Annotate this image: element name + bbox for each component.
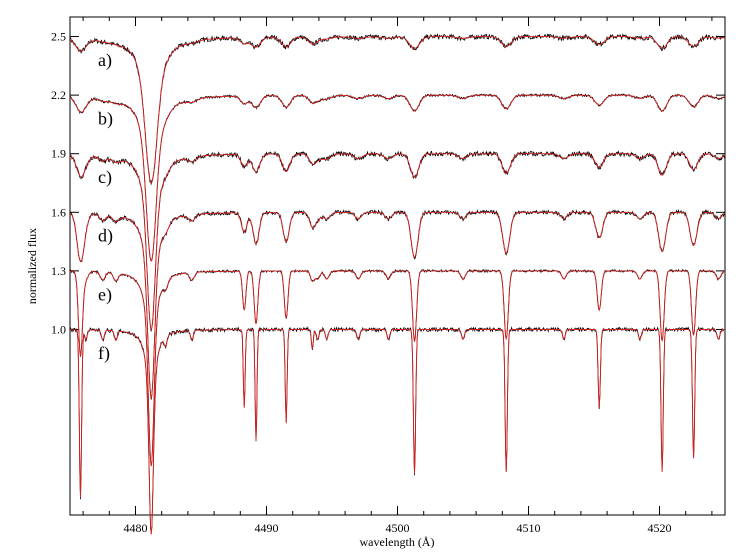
axis-ticks xyxy=(70,17,725,515)
spectra-series xyxy=(69,33,726,535)
x-tick-label: 4480 xyxy=(124,521,148,535)
tick-labels: 4480 4490 4500 4510 4520 1.0 1.3 1.6 1.9 2.2 2.5 xyxy=(51,30,672,535)
y-tick-label: 1.3 xyxy=(51,264,66,278)
y-tick-label: 2.2 xyxy=(51,88,66,102)
y-tick-label: 1.0 xyxy=(51,322,66,336)
model-spectrum-5 xyxy=(70,270,726,467)
panel-labels: a) b) c) d) e) f) xyxy=(98,50,113,364)
panel-label-2: b) xyxy=(98,109,113,130)
observed-spectrum-4 xyxy=(69,208,726,400)
model-spectrum-6 xyxy=(70,329,725,535)
model-spectrum-2 xyxy=(69,94,726,263)
x-tick-label: 4520 xyxy=(648,521,672,535)
observed-spectrum-1 xyxy=(69,33,726,185)
panel-label-5: e) xyxy=(98,284,112,305)
x-axis-title: wavelength (Å) xyxy=(360,535,435,549)
x-tick-label: 4510 xyxy=(517,521,541,535)
observed-spectrum-6 xyxy=(69,326,726,533)
model-spectrum-1 xyxy=(69,36,726,184)
panel-label-4: d) xyxy=(98,226,113,247)
x-tick-label: 4500 xyxy=(386,521,410,535)
panel-label-3: c) xyxy=(98,167,112,188)
observed-spectrum-2 xyxy=(69,93,726,262)
plot-frame xyxy=(69,16,726,516)
y-tick-label: 1.6 xyxy=(51,205,66,219)
y-tick-label: 2.5 xyxy=(51,30,66,44)
model-spectrum-4 xyxy=(69,211,726,398)
y-axis-title: normalized flux xyxy=(25,228,39,304)
panel-label-6: f) xyxy=(98,343,110,364)
x-tick-label: 4490 xyxy=(255,521,279,535)
panel-label-1: a) xyxy=(98,50,112,71)
observed-spectrum-3 xyxy=(69,150,726,332)
model-spectrum-3 xyxy=(69,153,726,331)
observed-spectrum-5 xyxy=(69,268,726,466)
y-tick-label: 1.9 xyxy=(51,147,66,161)
